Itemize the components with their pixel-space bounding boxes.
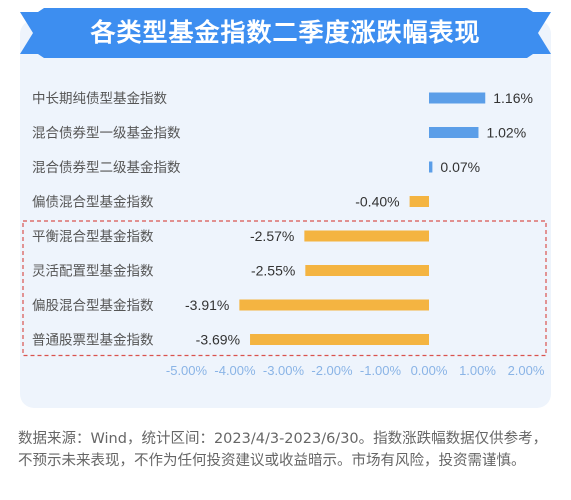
data-label: -2.57% (250, 228, 294, 244)
x-tick-label: -3.00% (263, 363, 305, 378)
bar (250, 334, 429, 345)
category-label: 偏债混合型基金指数 (32, 194, 154, 211)
x-tick-label: 0.00% (411, 363, 448, 378)
bar (304, 230, 429, 242)
bar (239, 299, 429, 311)
data-label: -2.55% (251, 263, 295, 279)
x-tick-label: -5.00% (166, 363, 208, 378)
data-source-footnote: 数据来源：Wind，统计区间：2023/4/3-2023/6/30。指数涨跌幅数… (18, 431, 548, 469)
bar (429, 127, 479, 138)
x-tick-label: -2.00% (311, 363, 353, 378)
banner-shape (20, 8, 551, 58)
data-label: 1.16% (493, 90, 533, 106)
x-tick-label: 2.00% (508, 363, 545, 378)
highlight-box (22, 220, 547, 357)
category-label: 中长期纯债型基金指数 (32, 90, 167, 107)
category-label: 平衡混合型基金指数 (32, 228, 154, 245)
bar (409, 196, 429, 207)
chart-title: 各类型基金指数二季度涨跌幅表现 (90, 18, 481, 47)
category-label: 灵活配置型基金指数 (32, 263, 154, 280)
data-label: 1.02% (486, 125, 526, 141)
data-label: 0.07% (440, 159, 480, 175)
x-tick-label: -4.00% (214, 363, 256, 378)
data-label: -3.91% (185, 297, 229, 313)
category-label: 混合债券型一级基金指数 (32, 125, 181, 142)
data-label: -3.69% (196, 332, 240, 348)
category-label: 偏股混合型基金指数 (32, 297, 154, 314)
data-label: -0.40% (355, 194, 399, 210)
bar (429, 92, 486, 104)
title-banner: 各类型基金指数二季度涨跌幅表现 (20, 8, 551, 58)
category-label: 混合债券型二级基金指数 (32, 159, 181, 176)
x-tick-label: -1.00% (360, 363, 402, 378)
bar (429, 161, 433, 173)
bar (305, 265, 429, 276)
category-label: 普通股票型基金指数 (32, 332, 154, 349)
x-tick-label: 1.00% (459, 363, 496, 378)
